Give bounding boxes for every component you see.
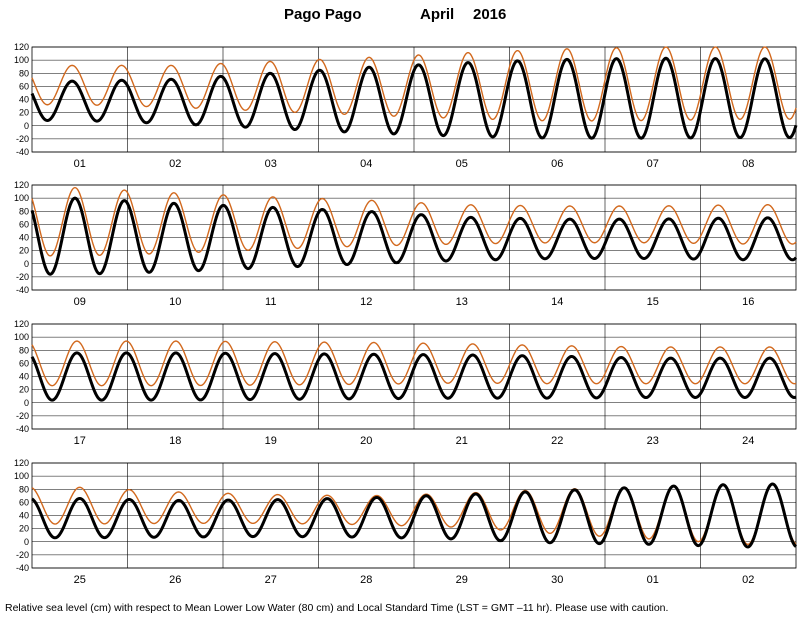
y-tick-label: -20: [16, 550, 29, 560]
y-tick-label: 20: [19, 524, 29, 534]
y-tick-label: 20: [19, 108, 29, 118]
y-tick-label: 80: [19, 68, 29, 78]
day-label-28: 28: [360, 574, 372, 586]
tide-panel-1: -40 -20 0 20 40 60 80 100 120 01 02 03 04 05 06 07 08: [14, 42, 798, 170]
y-tick-label: 0: [24, 537, 29, 547]
y-tick-label: -20: [16, 134, 29, 144]
y-tick-label: 40: [19, 372, 29, 382]
y-tick-label: 120: [14, 42, 29, 52]
y-tick-label: 100: [14, 193, 29, 203]
day-label-19: 19: [265, 435, 277, 447]
y-tick-label: 120: [14, 319, 29, 329]
day-label-16: 16: [742, 296, 754, 308]
day-label-12: 12: [360, 296, 372, 308]
day-label-30: 30: [551, 574, 563, 586]
day-label-11: 11: [265, 296, 276, 308]
day-label-22: 22: [551, 435, 563, 447]
y-tick-label: 120: [14, 458, 29, 468]
y-tick-label: 100: [14, 55, 29, 65]
day-label-03: 03: [265, 158, 277, 170]
y-tick-label: -40: [16, 563, 29, 573]
day-label-18: 18: [169, 435, 181, 447]
y-tick-label: 60: [19, 219, 29, 229]
day-label-21: 21: [456, 435, 468, 447]
y-tick-label: 60: [19, 81, 29, 91]
y-tick-label: 40: [19, 511, 29, 521]
y-tick-label: 0: [24, 398, 29, 408]
y-tick-label: 120: [14, 180, 29, 190]
panel-frame: [31, 46, 797, 153]
day-label-23: 23: [647, 435, 659, 447]
y-tick-label: 80: [19, 345, 29, 355]
predicted-tide-line: [30, 351, 797, 402]
y-tick-label: 100: [14, 471, 29, 481]
panel-frame: [31, 184, 797, 291]
day-label-02: 02: [742, 574, 754, 586]
panel-frame: [31, 462, 797, 569]
day-label-26: 26: [169, 574, 181, 586]
day-label-08: 08: [742, 158, 754, 170]
y-tick-label: 0: [24, 121, 29, 131]
predicted-tide-line: [30, 196, 798, 276]
day-label-05: 05: [456, 158, 468, 170]
y-tick-label: -40: [16, 285, 29, 295]
chart-caption: Relative sea level (cm) with respect to …: [5, 602, 668, 614]
y-tick-label: 60: [19, 358, 29, 368]
y-tick-label: 80: [19, 484, 29, 494]
y-tick-label: 0: [24, 259, 29, 269]
tide-panel-3: -40 -20 0 20 40 60 80 100 120 17 18 19 20 21 22 23 24: [14, 319, 797, 447]
y-tick-label: 100: [14, 332, 29, 342]
y-tick-label: -20: [16, 411, 29, 421]
y-tick-label: 40: [19, 233, 29, 243]
panel-frame: [31, 323, 797, 430]
day-label-14: 14: [551, 296, 563, 308]
y-tick-label: 60: [19, 497, 29, 507]
y-tick-label: 20: [19, 385, 29, 395]
day-label-10: 10: [169, 296, 181, 308]
y-tick-label: -20: [16, 272, 29, 282]
day-label-02: 02: [169, 158, 181, 170]
day-label-29: 29: [456, 574, 468, 586]
day-label-09: 09: [74, 296, 86, 308]
tide-panel-2: -40 -20 0 20 40 60 80 100 120 09 10 11 12 13 14 15 16: [14, 180, 798, 308]
observed-tide-line: [31, 46, 797, 122]
chart-title-month: April: [420, 6, 454, 23]
day-label-20: 20: [360, 435, 372, 447]
day-label-15: 15: [647, 296, 659, 308]
y-tick-label: 40: [19, 95, 29, 105]
chart-title-station: Pago Pago: [284, 6, 362, 23]
day-label-17: 17: [74, 435, 86, 447]
observed-tide-line: [31, 186, 797, 257]
y-tick-label: -40: [16, 147, 29, 157]
chart-title-year: 2016: [473, 6, 506, 23]
day-label-06: 06: [551, 158, 563, 170]
y-tick-label: 20: [19, 246, 29, 256]
day-label-27: 27: [265, 574, 277, 586]
y-tick-label: -40: [16, 424, 29, 434]
day-label-01: 01: [74, 158, 86, 170]
day-label-01: 01: [647, 574, 659, 586]
tide-panel-4: -40 -20 0 20 40 60 80 100 120 25 26 27 28 29 30 01 02: [14, 458, 797, 586]
y-tick-label: 80: [19, 206, 29, 216]
day-label-24: 24: [742, 435, 754, 447]
day-label-25: 25: [74, 574, 86, 586]
day-label-07: 07: [647, 158, 659, 170]
predicted-tide-line: [31, 482, 797, 549]
observed-tide-line: [31, 340, 797, 387]
day-label-04: 04: [360, 158, 372, 170]
predicted-tide-line: [30, 56, 798, 140]
day-label-13: 13: [456, 296, 468, 308]
